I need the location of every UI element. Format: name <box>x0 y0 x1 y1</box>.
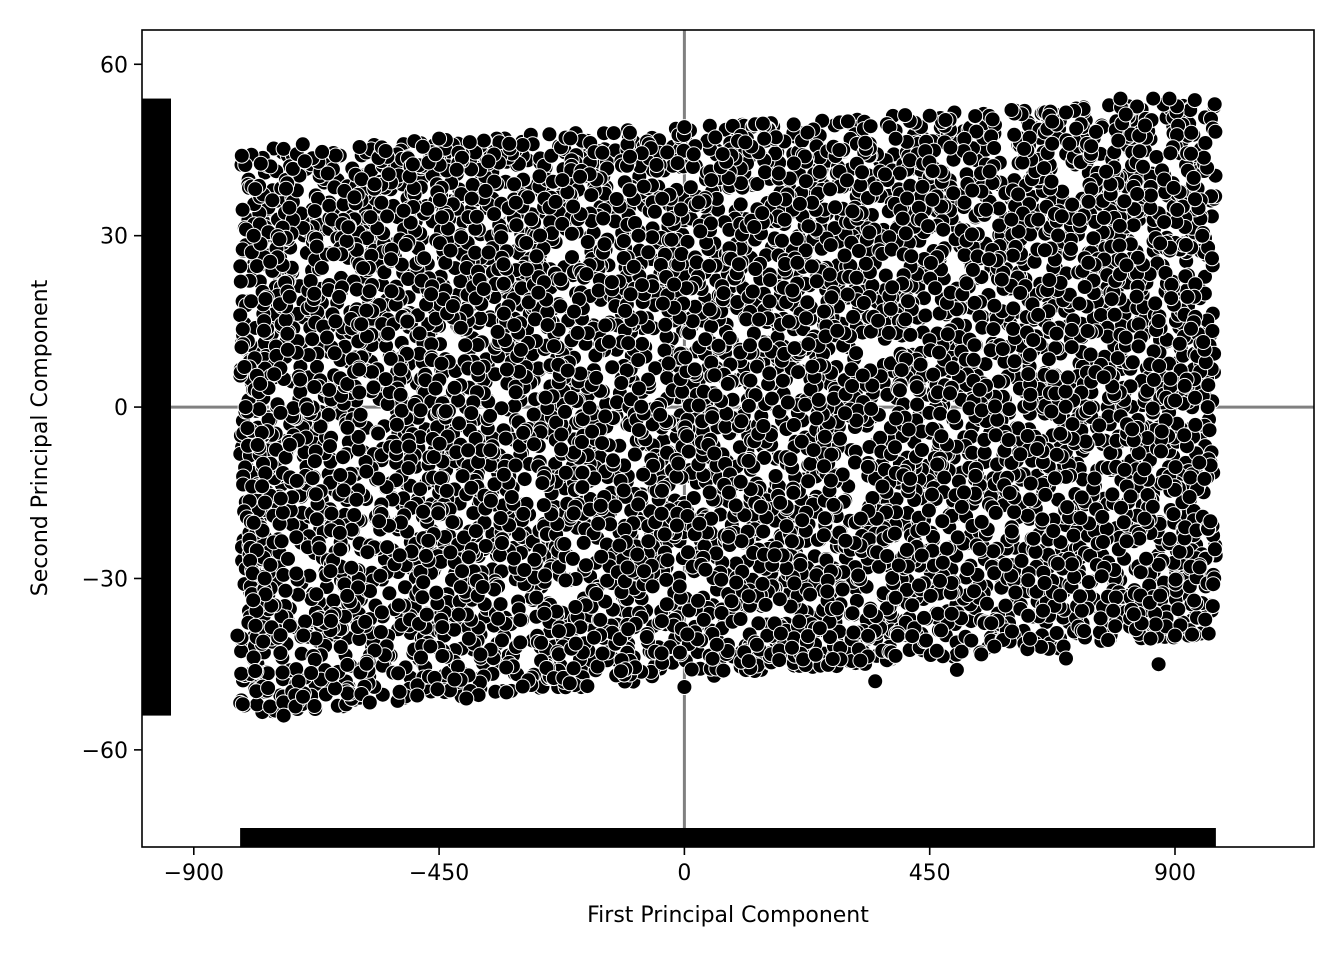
data-point <box>275 140 292 157</box>
data-point <box>680 544 696 561</box>
data-point <box>668 468 685 485</box>
data-point <box>783 533 800 550</box>
plot-area <box>142 30 1314 847</box>
data-point <box>508 217 525 234</box>
data-point <box>887 589 904 606</box>
data-point <box>658 571 675 588</box>
data-point <box>1165 179 1182 196</box>
data-point <box>332 639 349 655</box>
data-point <box>1130 316 1147 333</box>
data-point <box>707 129 724 146</box>
data-point <box>1206 541 1223 558</box>
data-point <box>490 610 507 627</box>
data-point <box>1040 351 1057 368</box>
data-point <box>615 233 632 249</box>
data-point <box>682 179 699 196</box>
data-point <box>791 613 808 630</box>
data-point <box>514 137 531 153</box>
data-point <box>325 592 342 609</box>
data-point <box>264 192 281 209</box>
data-point <box>1186 92 1203 109</box>
data-point <box>1022 475 1039 492</box>
data-point <box>1004 247 1021 264</box>
data-point <box>498 659 515 676</box>
data-point <box>785 116 802 133</box>
data-point <box>991 200 1008 217</box>
data-point <box>321 197 338 214</box>
data-point <box>673 246 690 262</box>
data-point <box>419 200 436 217</box>
data-point <box>273 533 290 550</box>
data-point <box>1148 149 1165 165</box>
data-point <box>859 458 876 475</box>
data-point <box>446 379 463 396</box>
data-point <box>373 194 390 211</box>
data-point <box>1035 602 1051 619</box>
data-point <box>757 164 773 181</box>
data-point <box>380 166 397 183</box>
scatter-points <box>229 90 1224 724</box>
data-point <box>925 366 942 383</box>
data-point <box>832 430 848 447</box>
data-point <box>372 624 389 640</box>
data-point <box>272 645 289 661</box>
data-point <box>785 417 802 433</box>
data-point <box>256 322 272 339</box>
data-point <box>492 596 509 613</box>
data-point <box>306 651 323 668</box>
data-point <box>1065 527 1082 544</box>
data-point <box>845 308 862 325</box>
data-point <box>280 550 296 567</box>
data-point <box>1124 354 1141 371</box>
data-point <box>390 597 407 614</box>
data-point <box>288 472 305 489</box>
data-point <box>985 543 1002 560</box>
data-point <box>1006 126 1023 143</box>
data-point <box>262 698 279 715</box>
data-point <box>640 244 657 261</box>
data-point <box>593 548 610 565</box>
data-point <box>592 611 609 628</box>
data-point <box>732 196 749 213</box>
data-point <box>425 449 442 465</box>
data-point <box>277 582 294 599</box>
data-point <box>1144 400 1161 417</box>
data-point <box>1005 320 1022 337</box>
data-point <box>453 229 470 246</box>
data-point <box>1125 217 1142 234</box>
data-point <box>326 345 343 362</box>
data-point <box>383 283 400 300</box>
data-point <box>497 430 514 447</box>
